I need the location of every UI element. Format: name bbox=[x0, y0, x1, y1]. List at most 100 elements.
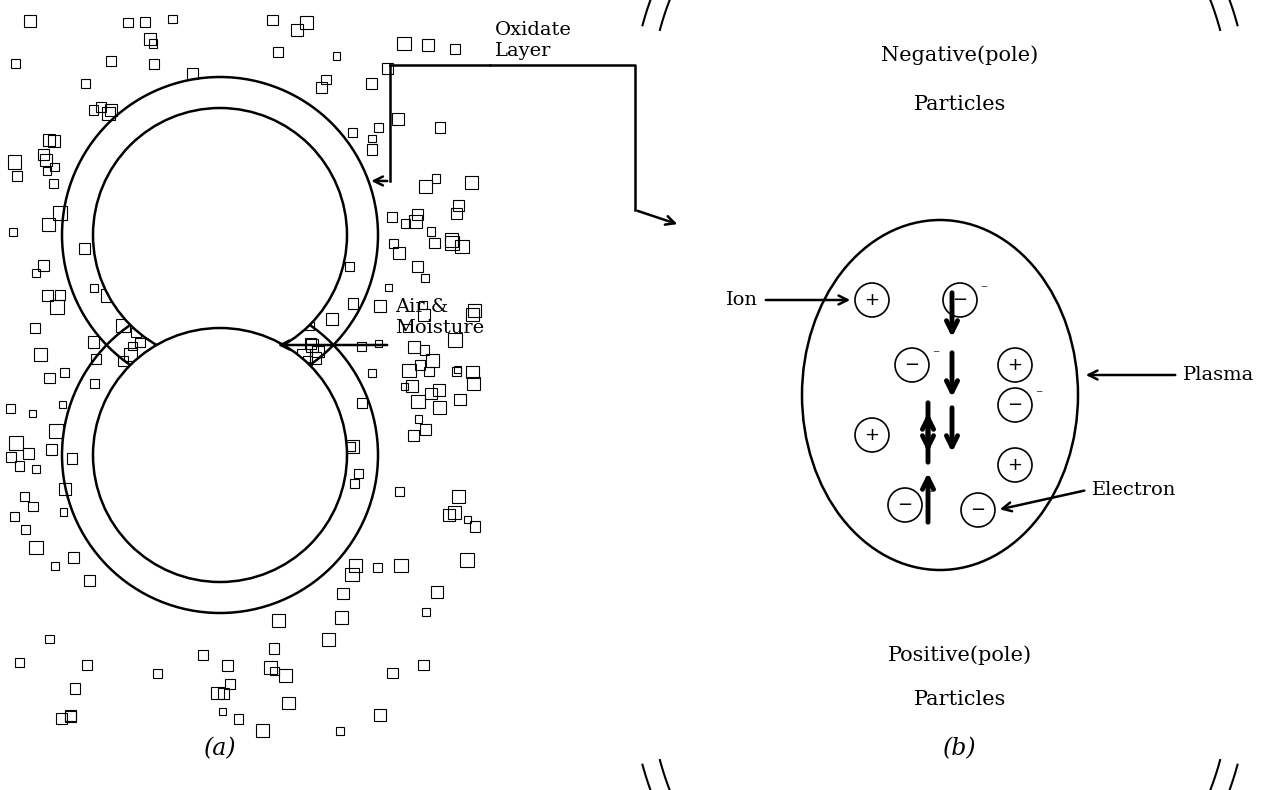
Bar bbox=[346, 442, 355, 451]
Bar bbox=[107, 56, 116, 66]
Bar bbox=[67, 453, 77, 464]
Bar bbox=[414, 360, 426, 371]
Bar bbox=[49, 424, 63, 438]
Circle shape bbox=[93, 328, 347, 582]
Bar bbox=[467, 303, 481, 318]
Bar bbox=[268, 15, 278, 25]
Bar bbox=[144, 33, 156, 45]
Bar bbox=[389, 239, 398, 248]
Bar bbox=[10, 512, 18, 521]
Bar bbox=[39, 260, 49, 271]
Bar bbox=[102, 107, 116, 120]
Bar bbox=[106, 104, 117, 116]
Text: Plasma: Plasma bbox=[1183, 366, 1255, 384]
Bar bbox=[33, 348, 46, 361]
Bar bbox=[102, 289, 113, 302]
Ellipse shape bbox=[802, 220, 1079, 570]
Text: +: + bbox=[1008, 456, 1022, 474]
Bar bbox=[264, 661, 277, 674]
Bar bbox=[149, 39, 157, 47]
Text: −: − bbox=[905, 356, 920, 374]
Bar bbox=[408, 215, 422, 228]
Bar bbox=[375, 123, 384, 132]
Bar bbox=[9, 436, 23, 450]
Bar bbox=[375, 709, 386, 720]
Bar bbox=[425, 388, 436, 400]
Bar bbox=[169, 15, 176, 23]
Text: Ion: Ion bbox=[726, 291, 758, 309]
Text: ⁻: ⁻ bbox=[979, 283, 987, 297]
Bar bbox=[300, 16, 313, 28]
Bar bbox=[32, 269, 40, 276]
Bar bbox=[50, 163, 59, 171]
Bar bbox=[367, 145, 377, 155]
Bar bbox=[450, 208, 462, 219]
Bar bbox=[10, 58, 19, 68]
Bar bbox=[306, 339, 318, 352]
Bar bbox=[317, 82, 327, 93]
Bar bbox=[37, 149, 49, 160]
Bar bbox=[8, 155, 21, 168]
Text: +: + bbox=[1008, 356, 1022, 374]
Bar bbox=[28, 502, 39, 511]
Bar bbox=[470, 521, 480, 532]
Bar bbox=[435, 122, 445, 133]
Bar bbox=[122, 17, 133, 28]
Bar bbox=[256, 724, 269, 737]
Bar bbox=[461, 553, 475, 567]
Bar bbox=[219, 708, 225, 715]
Bar bbox=[90, 379, 99, 388]
Bar bbox=[82, 660, 93, 670]
Bar bbox=[221, 660, 233, 672]
Bar bbox=[408, 341, 421, 353]
Bar bbox=[15, 461, 24, 471]
Text: −: − bbox=[970, 501, 986, 519]
Bar bbox=[337, 588, 349, 600]
Bar bbox=[116, 319, 130, 333]
Bar bbox=[373, 563, 382, 572]
Bar bbox=[49, 179, 58, 188]
Text: (a): (a) bbox=[203, 737, 237, 760]
Circle shape bbox=[93, 108, 347, 362]
Bar bbox=[422, 608, 430, 616]
Bar bbox=[15, 658, 24, 668]
Bar bbox=[323, 633, 336, 646]
Bar bbox=[445, 233, 458, 247]
Text: +: + bbox=[865, 426, 879, 444]
Bar bbox=[44, 134, 55, 146]
Text: −: − bbox=[952, 291, 968, 309]
Bar bbox=[454, 366, 461, 373]
Bar bbox=[426, 354, 439, 367]
Bar bbox=[418, 660, 429, 671]
Bar bbox=[387, 668, 398, 679]
Bar bbox=[302, 356, 311, 365]
Bar bbox=[347, 128, 356, 137]
Bar bbox=[291, 24, 302, 36]
Bar bbox=[385, 284, 393, 292]
Text: Air &
Moisture: Air & Moisture bbox=[395, 298, 484, 337]
Bar bbox=[403, 324, 411, 332]
Bar bbox=[421, 274, 430, 282]
Bar bbox=[297, 348, 310, 363]
Text: +: + bbox=[865, 291, 879, 309]
Bar bbox=[448, 506, 461, 519]
Bar bbox=[40, 155, 51, 166]
Text: Positive(pole): Positive(pole) bbox=[888, 645, 1032, 664]
Bar bbox=[313, 345, 324, 357]
Bar bbox=[270, 667, 279, 675]
Bar bbox=[394, 559, 408, 573]
Bar bbox=[66, 710, 76, 721]
Bar bbox=[225, 679, 236, 689]
Bar bbox=[347, 298, 358, 309]
Bar bbox=[420, 423, 431, 434]
Bar bbox=[358, 341, 367, 351]
Bar bbox=[345, 567, 359, 581]
Text: Particles: Particles bbox=[914, 690, 1006, 709]
Bar bbox=[422, 39, 434, 51]
Bar bbox=[445, 236, 459, 250]
Text: Oxidate
Layer: Oxidate Layer bbox=[495, 21, 571, 60]
Bar bbox=[48, 134, 59, 147]
Bar bbox=[118, 356, 129, 366]
Bar bbox=[24, 15, 36, 28]
Bar bbox=[13, 171, 22, 180]
